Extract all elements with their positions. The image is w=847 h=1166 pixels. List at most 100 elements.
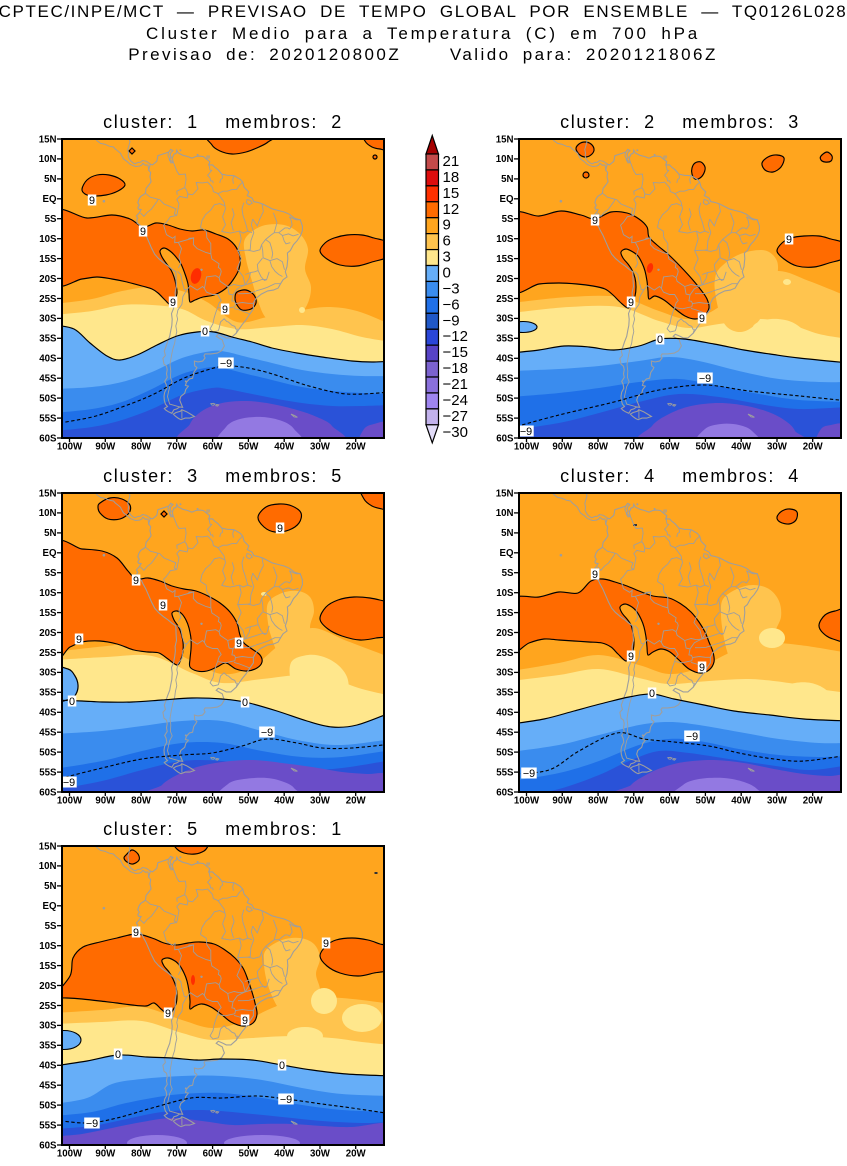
svg-text:9: 9 xyxy=(76,634,82,646)
svg-text:80W: 80W xyxy=(131,1149,152,1160)
svg-text:25S: 25S xyxy=(39,648,57,659)
svg-text:5S: 5S xyxy=(502,214,514,225)
svg-text:30W: 30W xyxy=(310,1149,331,1160)
svg-text:EQ: EQ xyxy=(500,194,514,205)
svg-text:40W: 40W xyxy=(274,1149,295,1160)
svg-text:10S: 10S xyxy=(39,941,57,952)
svg-text:25S: 25S xyxy=(496,294,514,305)
svg-text:15N: 15N xyxy=(39,488,57,499)
svg-text:20S: 20S xyxy=(39,981,57,992)
svg-text:−3: −3 xyxy=(443,280,460,297)
svg-text:10N: 10N xyxy=(39,508,57,519)
svg-text:10N: 10N xyxy=(39,154,57,165)
svg-text:80W: 80W xyxy=(131,796,152,807)
svg-text:9: 9 xyxy=(628,651,634,663)
svg-text:90W: 90W xyxy=(95,796,116,807)
svg-text:55S: 55S xyxy=(496,413,514,424)
svg-text:30S: 30S xyxy=(39,1021,57,1032)
svg-text:80W: 80W xyxy=(131,442,152,453)
svg-text:3: 3 xyxy=(443,249,451,266)
svg-text:−12: −12 xyxy=(443,328,468,345)
svg-text:9: 9 xyxy=(277,523,283,535)
svg-text:90W: 90W xyxy=(552,442,573,453)
svg-text:90W: 90W xyxy=(552,796,573,807)
svg-text:40S: 40S xyxy=(496,354,514,365)
svg-text:10N: 10N xyxy=(496,154,514,165)
svg-text:30S: 30S xyxy=(39,314,57,325)
svg-text:cluster: 2 membros: 3: cluster: 2 membros: 3 xyxy=(560,114,800,132)
svg-text:−9: −9 xyxy=(261,727,273,739)
svg-text:9: 9 xyxy=(699,313,705,325)
svg-text:60W: 60W xyxy=(660,796,681,807)
svg-text:45S: 45S xyxy=(496,728,514,739)
svg-text:35S: 35S xyxy=(39,1041,57,1052)
svg-text:−21: −21 xyxy=(443,376,468,393)
svg-text:15N: 15N xyxy=(496,488,514,499)
svg-text:−15: −15 xyxy=(443,344,468,361)
svg-text:5N: 5N xyxy=(44,528,56,539)
svg-text:15N: 15N xyxy=(496,134,514,145)
svg-text:EQ: EQ xyxy=(500,548,514,559)
svg-text:9: 9 xyxy=(89,195,95,207)
svg-text:25S: 25S xyxy=(39,1001,57,1012)
svg-text:−30: −30 xyxy=(443,424,468,441)
svg-text:−9: −9 xyxy=(523,768,535,780)
svg-text:10S: 10S xyxy=(39,234,57,245)
svg-text:100W: 100W xyxy=(514,442,540,453)
svg-text:9: 9 xyxy=(133,927,139,939)
svg-text:70W: 70W xyxy=(624,442,645,453)
svg-text:cluster: 3 membros: 5: cluster: 3 membros: 5 xyxy=(103,468,343,486)
svg-text:9: 9 xyxy=(140,226,146,238)
svg-text:50W: 50W xyxy=(238,796,259,807)
svg-text:−9: −9 xyxy=(520,426,532,438)
svg-text:45S: 45S xyxy=(39,1081,57,1092)
svg-text:0: 0 xyxy=(202,326,208,338)
svg-text:9: 9 xyxy=(592,569,598,581)
svg-text:9: 9 xyxy=(222,304,228,316)
svg-text:55S: 55S xyxy=(39,767,57,778)
svg-text:9: 9 xyxy=(160,600,166,612)
svg-text:15S: 15S xyxy=(39,961,57,972)
svg-text:50S: 50S xyxy=(39,1100,57,1111)
svg-text:9: 9 xyxy=(236,638,242,650)
svg-text:5S: 5S xyxy=(45,214,57,225)
svg-text:50W: 50W xyxy=(695,796,716,807)
svg-text:40W: 40W xyxy=(731,796,752,807)
svg-text:15S: 15S xyxy=(39,254,57,265)
svg-text:30W: 30W xyxy=(310,442,331,453)
svg-text:0: 0 xyxy=(443,265,451,282)
svg-text:21: 21 xyxy=(443,153,460,170)
svg-text:70W: 70W xyxy=(167,1149,188,1160)
svg-text:45S: 45S xyxy=(496,374,514,385)
svg-text:−9: −9 xyxy=(280,1094,292,1106)
svg-text:20S: 20S xyxy=(39,628,57,639)
svg-text:50W: 50W xyxy=(238,1149,259,1160)
svg-text:20W: 20W xyxy=(803,442,824,453)
svg-text:60S: 60S xyxy=(39,1140,57,1151)
svg-text:25S: 25S xyxy=(496,648,514,659)
svg-text:100W: 100W xyxy=(57,442,83,453)
svg-text:30W: 30W xyxy=(310,796,331,807)
svg-text:9: 9 xyxy=(170,297,176,309)
svg-text:−24: −24 xyxy=(443,392,468,409)
svg-text:30S: 30S xyxy=(496,668,514,679)
svg-text:EQ: EQ xyxy=(43,548,57,559)
svg-text:40W: 40W xyxy=(274,442,295,453)
svg-text:15S: 15S xyxy=(39,608,57,619)
svg-text:9: 9 xyxy=(628,297,634,309)
svg-text:20W: 20W xyxy=(346,796,367,807)
svg-text:45S: 45S xyxy=(39,374,57,385)
svg-text:−18: −18 xyxy=(443,360,468,377)
svg-text:9: 9 xyxy=(323,938,329,950)
svg-text:0: 0 xyxy=(69,696,75,708)
svg-text:5S: 5S xyxy=(45,921,57,932)
svg-text:9: 9 xyxy=(786,234,792,246)
svg-text:50W: 50W xyxy=(238,442,259,453)
svg-text:cluster: 1 membros: 2: cluster: 1 membros: 2 xyxy=(103,114,343,132)
svg-text:EQ: EQ xyxy=(43,901,57,912)
svg-text:10S: 10S xyxy=(39,588,57,599)
svg-text:100W: 100W xyxy=(57,1149,83,1160)
svg-text:60W: 60W xyxy=(203,796,224,807)
svg-text:40W: 40W xyxy=(731,442,752,453)
svg-text:−6: −6 xyxy=(443,296,460,313)
